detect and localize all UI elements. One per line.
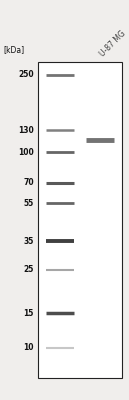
Text: 250: 250	[18, 70, 34, 79]
Text: 70: 70	[23, 178, 34, 187]
Text: 15: 15	[24, 309, 34, 318]
Text: 100: 100	[18, 148, 34, 157]
Text: 130: 130	[18, 126, 34, 134]
Text: U-87 MG: U-87 MG	[98, 28, 127, 58]
Text: 35: 35	[24, 237, 34, 246]
Text: [kDa]: [kDa]	[3, 45, 24, 54]
Text: 55: 55	[24, 198, 34, 208]
Text: 10: 10	[23, 343, 34, 352]
Text: 25: 25	[24, 266, 34, 274]
Bar	[38, 62, 122, 378]
